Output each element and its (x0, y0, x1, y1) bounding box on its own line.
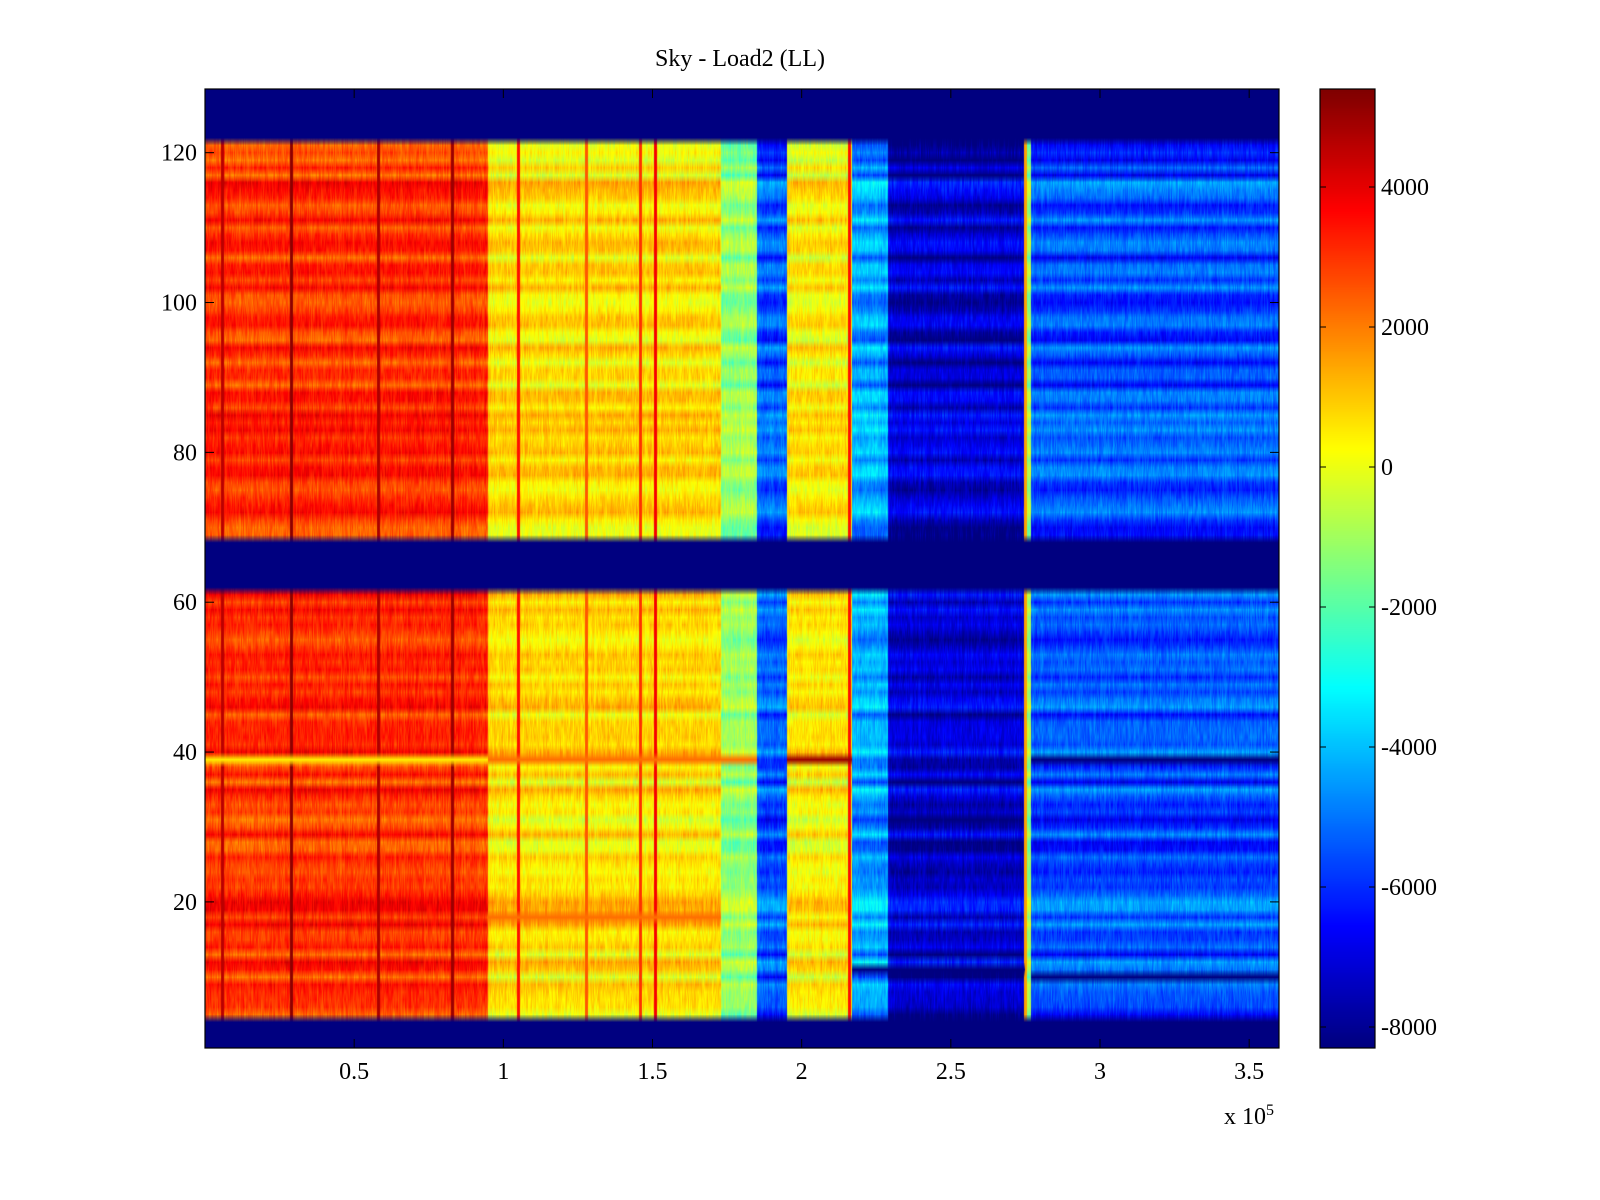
y-axis: 20 40 60 80 100 120 (161, 141, 1279, 916)
x-tick-label: 3 (1094, 1059, 1106, 1085)
x-axis: 0.5 1 1.5 2 2.5 3 3.5 (339, 89, 1264, 1085)
x-tick-label: 0.5 (339, 1059, 369, 1085)
colorbar-tick-label: -8000 (1381, 1015, 1437, 1041)
colorbar-tick-label: -4000 (1381, 735, 1437, 761)
colorbar: 4000 2000 0 -2000 -4000 -6000 -8000 (1319, 88, 1437, 1049)
colorbar-frame (1319, 88, 1376, 1049)
plot-frame (204, 88, 1280, 1049)
colorbar-tick-label: 4000 (1381, 175, 1429, 201)
y-tick-label: 100 (161, 291, 197, 317)
colorbar-tick-label: 2000 (1381, 315, 1429, 341)
x-tick-label: 2 (796, 1059, 808, 1085)
x-tick-label: 1.5 (638, 1059, 668, 1085)
plot-area (204, 88, 1280, 1049)
colorbar-tick-label: -6000 (1381, 875, 1437, 901)
x-tick-label: 3.5 (1234, 1059, 1264, 1085)
colorbar-tick-label: 0 (1381, 455, 1393, 481)
x-tick-label: 2.5 (936, 1059, 966, 1085)
y-tick-label: 40 (173, 740, 197, 766)
colorbar-ticks: 4000 2000 0 -2000 -4000 -6000 -8000 (1320, 175, 1437, 1041)
y-tick-label: 20 (173, 890, 197, 916)
x-tick-label: 1 (497, 1059, 509, 1085)
colorbar-tick-label: -2000 (1381, 595, 1437, 621)
y-tick-label: 120 (161, 141, 197, 167)
x-axis-multiplier: x 105 (1224, 1102, 1274, 1130)
chart-title: Sky - Load2 (LL) (655, 46, 825, 72)
y-tick-label: 80 (173, 440, 197, 466)
heatmap-image (205, 89, 1279, 1048)
colorbar-gradient (1320, 89, 1375, 1048)
y-tick-label: 60 (173, 590, 197, 616)
